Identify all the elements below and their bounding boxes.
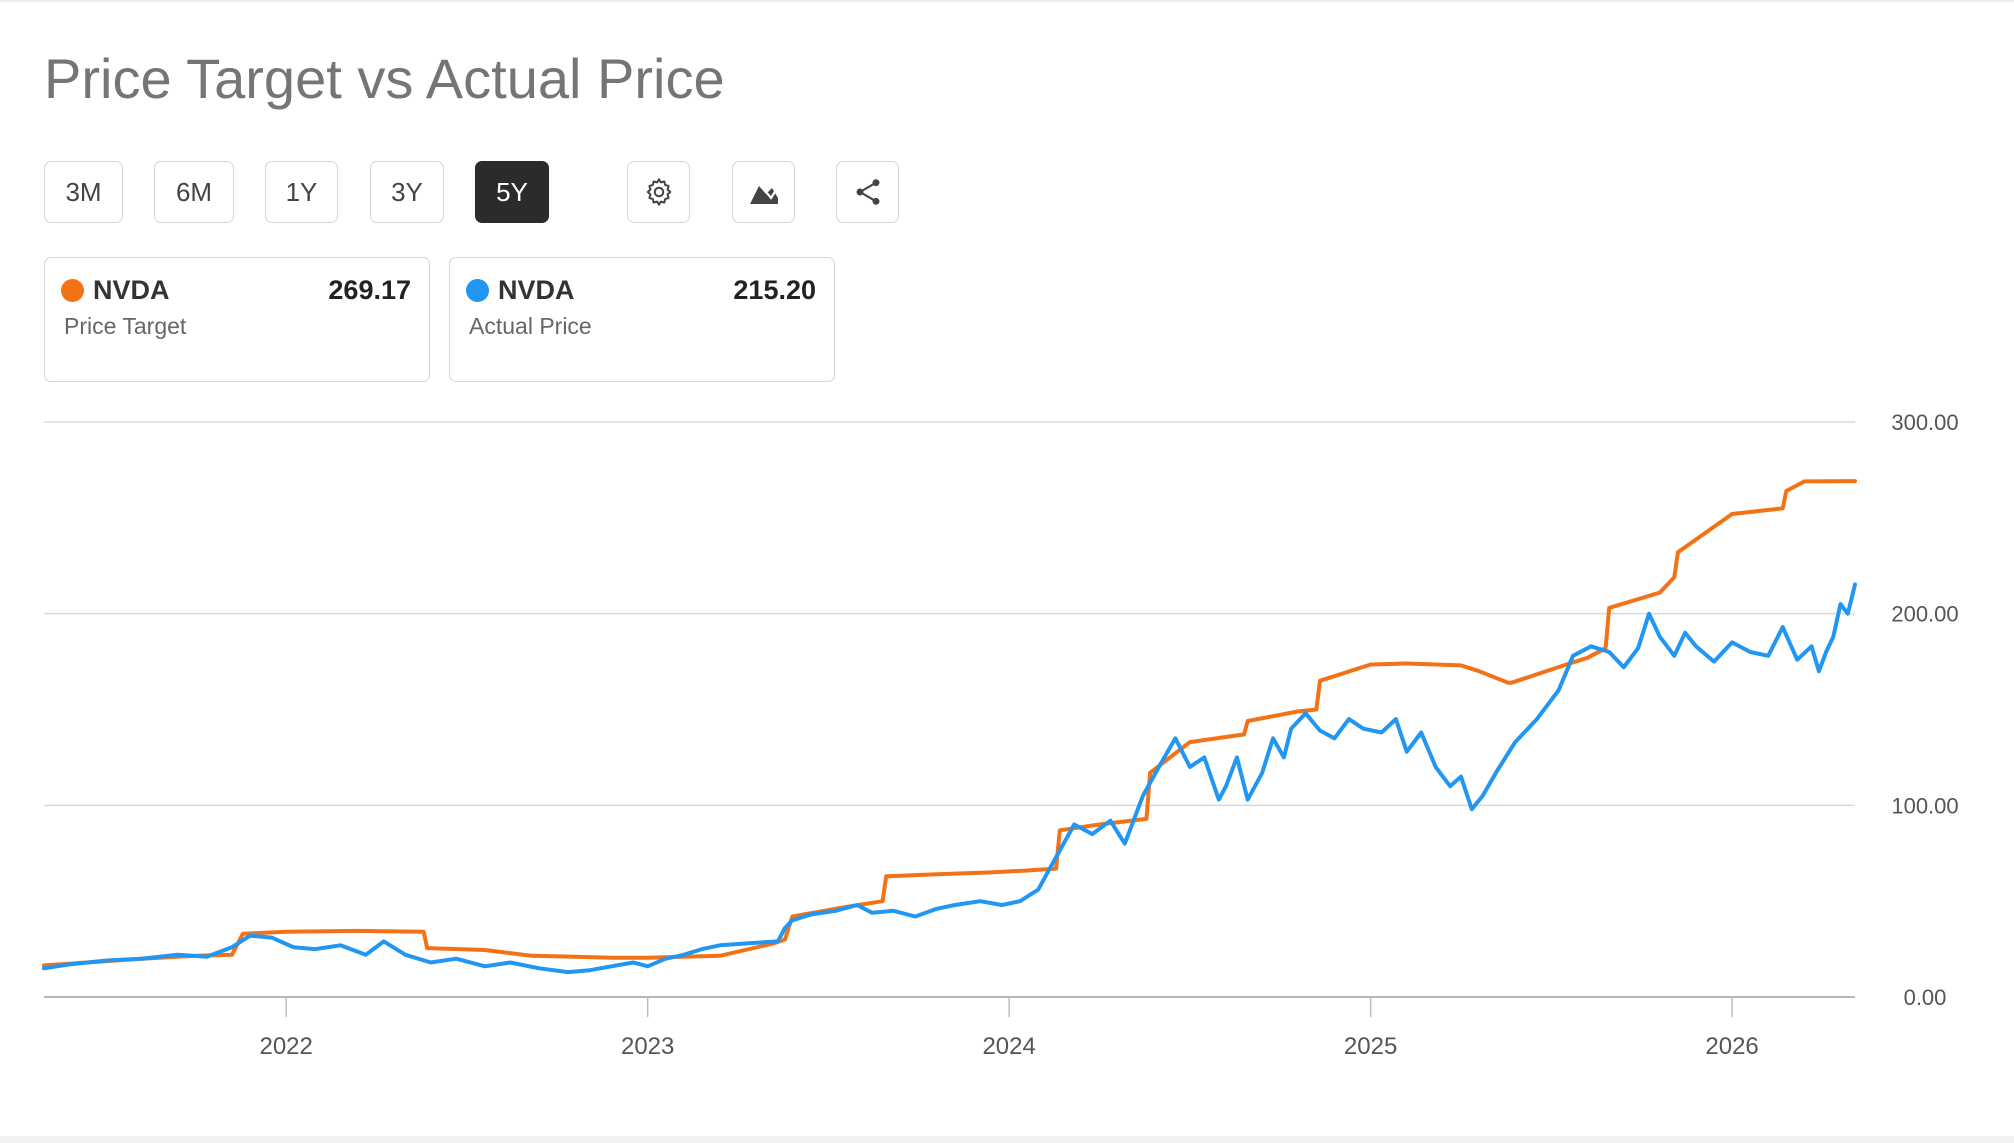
range-3m-button[interactable]: 3M	[44, 161, 123, 223]
price-target-symbol: NVDA	[93, 275, 170, 305]
range-6m-button[interactable]: 6M	[154, 161, 234, 223]
y-tick-label: 0.00	[1904, 985, 1947, 1010]
actual-price-value: 215.20	[733, 275, 816, 305]
range-5y-button[interactable]: 5Y	[475, 161, 549, 223]
price-target-legend-dot	[61, 279, 84, 302]
settings-button[interactable]	[627, 161, 690, 223]
share-icon	[856, 179, 879, 205]
actual-price-card: NVDA 215.20 Actual Price	[449, 257, 835, 382]
page-title: Price Target vs Actual Price	[44, 47, 725, 110]
gear-icon	[646, 178, 671, 206]
x-tick-label: 2023	[621, 1033, 674, 1060]
y-tick-label: 300.00	[1891, 410, 1958, 435]
y-tick-label: 100.00	[1891, 793, 1958, 818]
price-chart: 300.00 200.00 100.00 0.00 2022 2023 2024 2025 20…	[42, 410, 1959, 1060]
actual-price-line	[42, 582, 1857, 975]
range-1y-button[interactable]: 1Y	[265, 161, 338, 223]
share-button[interactable]	[836, 161, 899, 223]
area-chart-icon	[749, 186, 779, 204]
actual-price-symbol: NVDA	[498, 275, 575, 305]
price-target-value: 269.17	[328, 275, 411, 305]
actual-price-legend-dot	[466, 279, 489, 302]
bottom-band	[0, 1136, 2014, 1143]
price-target-label: Price Target	[64, 313, 187, 339]
price-target-card: NVDA 269.17 Price Target	[44, 257, 430, 382]
y-tick-label: 200.00	[1891, 602, 1958, 627]
x-tick-label: 2024	[982, 1033, 1035, 1060]
x-tick-label: 2025	[1344, 1033, 1397, 1060]
x-tick-label: 2022	[259, 1033, 312, 1060]
x-tick-label: 2026	[1705, 1033, 1758, 1060]
chart-type-button[interactable]	[732, 161, 795, 223]
actual-price-label: Actual Price	[469, 313, 592, 339]
price-target-line	[42, 479, 1857, 968]
range-3y-button[interactable]: 3Y	[370, 161, 444, 223]
top-rule	[0, 0, 2014, 2]
